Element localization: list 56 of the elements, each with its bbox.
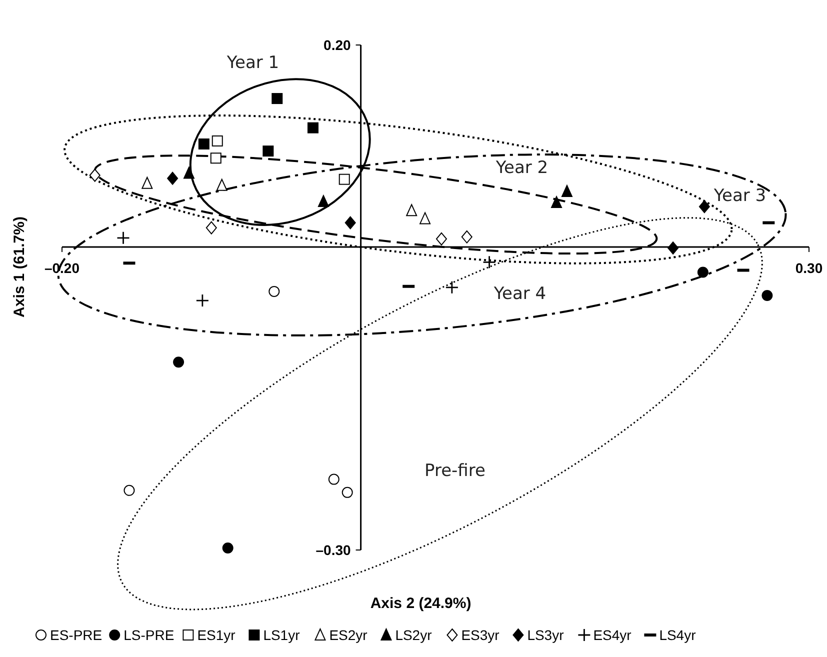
annotation: Year 3 [712, 186, 766, 206]
point [167, 172, 178, 185]
legend-label: ES3yr [461, 627, 500, 643]
legend-label: LS1yr [263, 627, 300, 643]
legend-label: ES1yr [197, 627, 236, 643]
point [307, 122, 318, 134]
legend-label: ES-PRE [50, 627, 102, 643]
x-tick-label: 0.30 [795, 260, 823, 276]
point [698, 200, 710, 214]
point [212, 135, 223, 146]
legend-label: ES2yr [329, 627, 368, 643]
point [551, 196, 562, 208]
point [697, 266, 708, 278]
point [124, 484, 135, 496]
point [206, 221, 217, 234]
point [173, 356, 184, 368]
point [436, 232, 447, 246]
point [561, 184, 572, 197]
point [318, 195, 329, 208]
point [216, 178, 228, 191]
annotation: Year 1 [226, 53, 280, 73]
point [116, 231, 130, 245]
legend-label: LS3yr [527, 627, 564, 643]
x-tick-label: –0.20 [44, 260, 80, 276]
annotation: Year 2 [494, 158, 548, 178]
point [420, 212, 431, 224]
point [762, 290, 773, 301]
point [222, 542, 234, 554]
point [272, 93, 283, 104]
y-tick-label: –0.30 [316, 542, 351, 558]
point [445, 280, 459, 294]
point [198, 138, 210, 150]
legend-label: LS-PRE [124, 627, 174, 643]
point [344, 216, 356, 230]
annotation: Pre-fire [424, 461, 486, 481]
point [142, 176, 153, 189]
legend-label: LS2yr [395, 627, 432, 643]
point [210, 152, 222, 164]
point [196, 294, 210, 308]
point [342, 486, 353, 498]
point [268, 286, 280, 297]
annotation: Year 4 [492, 284, 546, 304]
point [668, 242, 679, 255]
point [482, 255, 496, 269]
point [183, 166, 194, 179]
point [328, 474, 340, 485]
point [406, 204, 418, 216]
point [89, 168, 100, 182]
y-tick-label: 0.20 [324, 37, 352, 53]
point [262, 146, 274, 157]
y-axis-title: Axis 1 (61.7%) [11, 216, 28, 318]
legend-label: LS4yr [659, 627, 696, 643]
point [338, 174, 350, 185]
point [461, 230, 472, 244]
x-axis-title: Axis 2 (24.9%) [370, 595, 472, 612]
legend-label: ES4yr [593, 627, 632, 643]
